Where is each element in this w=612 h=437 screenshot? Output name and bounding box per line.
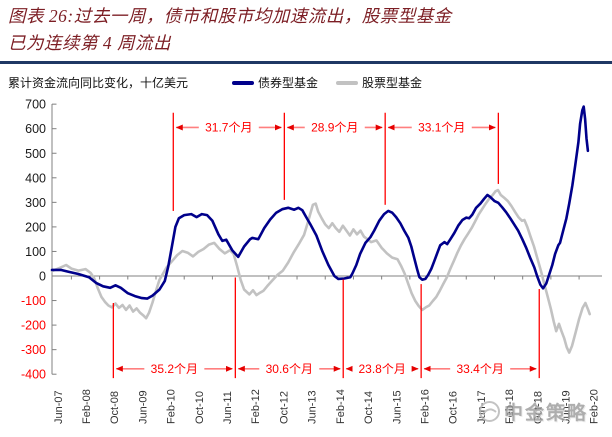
x-tick-label: Jun-15	[391, 390, 403, 424]
x-tick-label: Jun-19	[560, 390, 572, 424]
y-tick-label: -100	[21, 294, 46, 308]
cycle-interval-label: 30.6个月	[266, 362, 313, 376]
x-tick-label: Feb-14	[335, 389, 347, 424]
cycle-interval-label: 23.8个月	[358, 362, 405, 376]
report-figure-page: 图表 26:过去一周，债市和股市均加速流出，股票型基金 已为连续第 4 周流出 …	[0, 0, 612, 437]
cycle-interval-label: 33.4个月	[457, 362, 504, 376]
x-tick-label: Feb-12	[250, 389, 262, 424]
cycle-interval-label: 28.9个月	[311, 121, 358, 135]
x-tick-label: Jun-13	[307, 390, 319, 424]
y-tick-label: 100	[25, 245, 46, 259]
y-tick-label: 700	[25, 98, 46, 112]
x-tick-label: Jun-07	[53, 390, 65, 424]
x-tick-label: Feb-08	[81, 389, 93, 424]
x-tick-label: Feb-16	[419, 389, 431, 424]
chart-canvas: 700 600 500 400 300 200 100 0 -100 -200 -300 -400 Ju…	[0, 0, 612, 437]
x-tick-label: Oct-16	[448, 391, 460, 424]
y-tick-label: 500	[25, 147, 46, 161]
x-tick-label: Oct-08	[109, 391, 121, 424]
x-tick-label: Oct-14	[363, 391, 375, 424]
x-tick-label: Jun-11	[222, 391, 234, 424]
y-tick-label: -300	[21, 343, 46, 357]
cycle-interval-label: 31.7个月	[205, 121, 252, 135]
x-tick-label: Jun-09	[137, 390, 149, 424]
x-tick-label: Oct-10	[194, 391, 206, 424]
y-tick-label: 600	[25, 122, 46, 136]
y-tick-label: 200	[25, 220, 46, 234]
cycle-interval-label: 33.1个月	[418, 121, 465, 135]
y-tick-label: 300	[25, 196, 46, 210]
x-tick-label: Oct-18	[532, 391, 544, 424]
cycle-interval-label: 35.2个月	[151, 362, 198, 376]
x-tick-label: Feb-20	[589, 389, 601, 424]
y-tick-label: -400	[21, 368, 46, 382]
x-tick-label: Feb-18	[504, 389, 516, 424]
y-tick-label: 0	[39, 270, 46, 284]
y-tick-label: 400	[25, 171, 46, 185]
x-tick-label: Oct-12	[278, 391, 290, 424]
y-tick-label: -200	[21, 319, 46, 333]
x-tick-label: Jun-17	[476, 390, 488, 424]
x-tick-label: Feb-10	[166, 389, 178, 424]
